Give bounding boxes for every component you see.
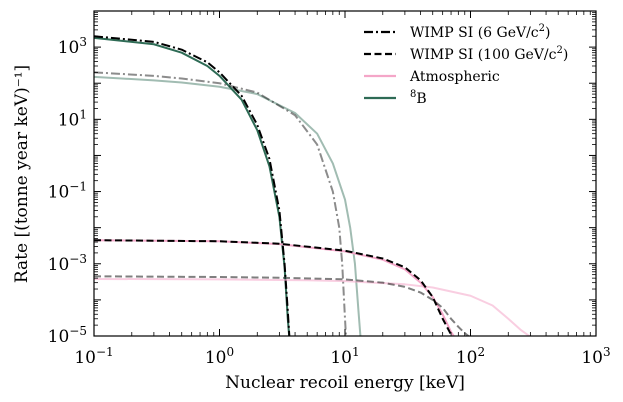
series-layer xyxy=(94,35,532,336)
y-tick-label-1: 10−3 xyxy=(48,252,87,275)
y-axis-title: Rate [(tonne year keV)⁻¹] xyxy=(12,65,32,283)
tick-layer: 10−1 100 101 102 103 10−5 10−3 10−1 101 103 xyxy=(48,10,611,368)
series-line-wimp100-dark xyxy=(94,239,453,336)
x-tick-label-1: 100 xyxy=(205,345,234,368)
series-line-wimp6-dark xyxy=(94,35,291,336)
x-tick-label-2: 101 xyxy=(330,345,359,368)
y-tick-label-3: 101 xyxy=(58,107,87,130)
x-tick-label-4: 103 xyxy=(581,345,610,368)
series-line-wimp100-light xyxy=(94,275,471,336)
legend-label-1: WIMP SI (100 GeV/c2) xyxy=(410,45,568,63)
x-tick-label-3: 102 xyxy=(456,345,485,368)
legend: WIMP SI (6 GeV/c2) WIMP SI (100 GeV/c2) At… xyxy=(364,23,568,107)
legend-label-2: Atmospheric xyxy=(409,69,500,85)
series-line-b8-light xyxy=(94,75,362,336)
x-axis-title: Nuclear recoil energy [keV] xyxy=(225,373,465,393)
series-line-atm-dark xyxy=(94,239,455,336)
y-tick-label-0: 10−5 xyxy=(48,324,87,347)
legend-label-3: 8B xyxy=(410,89,427,107)
x-tick-label-0: 10−1 xyxy=(74,345,113,368)
series-line-wimp6-light xyxy=(94,71,347,336)
legend-label-0: WIMP SI (6 GeV/c2) xyxy=(410,23,551,41)
series-line-atm-light xyxy=(94,277,532,336)
y-tick-label-4: 103 xyxy=(58,35,87,58)
y-tick-label-2: 10−1 xyxy=(48,180,87,203)
